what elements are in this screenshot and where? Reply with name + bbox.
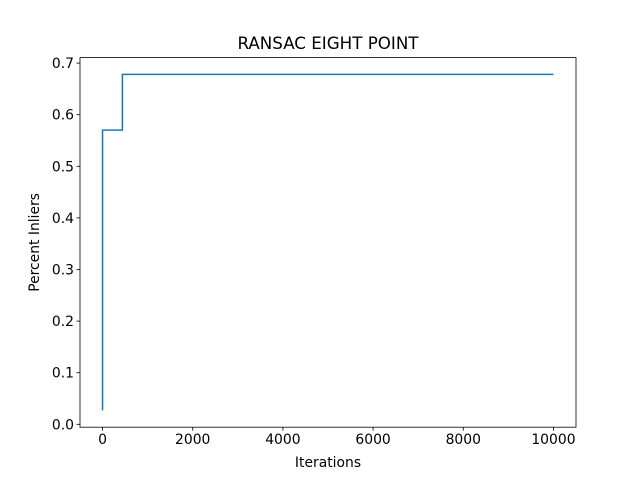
y-axis-label: Percent Inliers xyxy=(27,193,43,292)
axes-frame xyxy=(79,57,577,428)
y-tick-label: 0.6 xyxy=(52,108,74,124)
data-line xyxy=(101,73,554,411)
x-axis-label: Iterations xyxy=(295,455,361,471)
y-tick-label: 0.2 xyxy=(52,314,74,330)
x-tick-label: 2000 xyxy=(175,432,210,448)
x-tick-label: 0 xyxy=(98,432,107,448)
y-tick-label: 0.3 xyxy=(52,262,74,278)
y-tick-label: 0.7 xyxy=(52,56,74,72)
y-tick-label: 0.1 xyxy=(52,366,74,382)
x-tick-label: 6000 xyxy=(355,432,390,448)
x-tick-label: 4000 xyxy=(265,432,300,448)
x-tick-label: 8000 xyxy=(446,432,481,448)
y-tick-label: 0.4 xyxy=(52,211,74,227)
y-tick-label: 0.5 xyxy=(52,159,74,175)
y-tick-label: 0.0 xyxy=(52,417,74,433)
x-tick-label: 10000 xyxy=(531,432,575,448)
chart-title: RANSAC EIGHT POINT xyxy=(237,33,419,53)
